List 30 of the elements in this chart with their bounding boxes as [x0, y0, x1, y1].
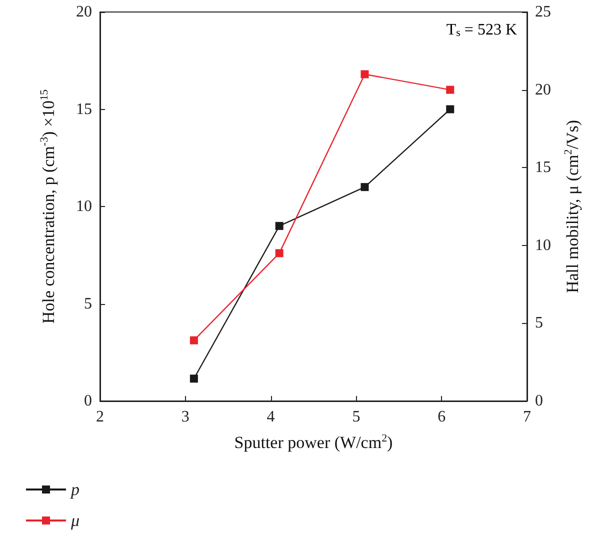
point	[190, 336, 198, 344]
x-tick-label: 6	[438, 408, 446, 426]
y-tick-label: 20	[76, 4, 92, 20]
y2-tick-label: 25	[535, 4, 551, 20]
y-tick-label: 5	[84, 295, 92, 312]
y2-tick-label: 15	[535, 159, 551, 176]
x-tick-label: 4	[266, 408, 275, 426]
y-tick-label: 10	[76, 198, 92, 215]
x-tick-label: 2	[96, 408, 104, 426]
y2-tick-label: 10	[535, 236, 551, 254]
legend-label: μ	[70, 511, 80, 530]
point	[360, 183, 369, 192]
point	[275, 249, 284, 258]
annotation: Ts = 523 K	[446, 22, 518, 39]
x-tick-label: 5	[352, 408, 360, 426]
point	[360, 70, 369, 78]
point	[275, 222, 284, 230]
legend-label: p	[70, 480, 80, 499]
point	[190, 374, 198, 383]
point	[446, 105, 454, 114]
y2-axis-title: Hall mobility, μ (cm2/Vs)	[562, 120, 582, 294]
y-tick-label: 0	[84, 392, 92, 410]
y-tick-label: 15	[76, 100, 92, 118]
y2-tick-label: 5	[535, 314, 543, 332]
y2-tick-label: 0	[535, 392, 543, 410]
x-tick-label: 3	[181, 408, 190, 426]
y-axis-title: Hole concentration, p (cm-3) ×1015	[38, 88, 58, 324]
y2-tick-label: 20	[535, 81, 551, 98]
x-tick-label: 7	[523, 408, 531, 426]
point	[446, 86, 454, 94]
